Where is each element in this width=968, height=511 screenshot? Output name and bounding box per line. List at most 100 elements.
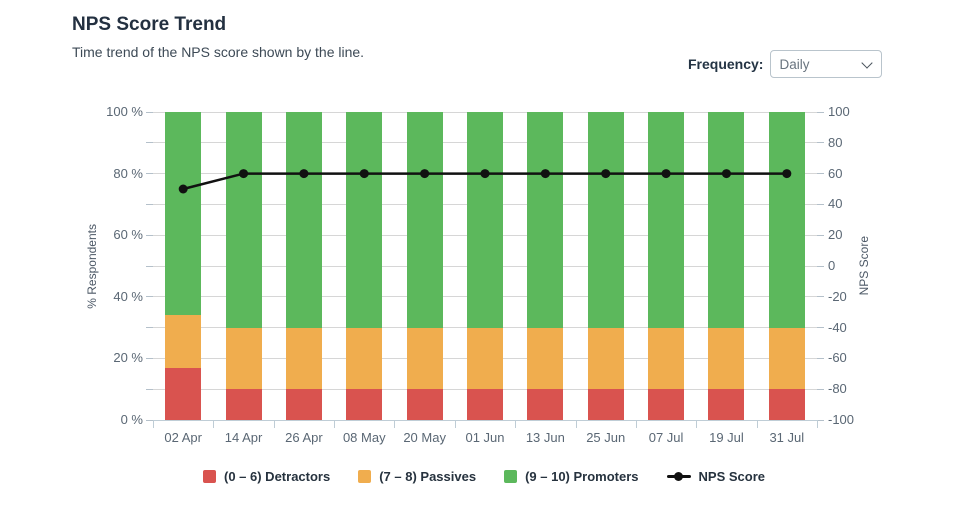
promoters-swatch-icon [504,470,518,483]
right-axis-tick [817,357,824,359]
x-axis-tick [454,420,456,428]
bar-segment-promoters [346,112,383,328]
x-axis-line [153,420,817,421]
bar-segment-detractors [285,389,322,420]
y-axis-tick-label-right: 80 [828,134,843,150]
y-axis-tick-label: 100 % [106,104,143,119]
bar-segment-promoters [406,112,443,328]
x-axis-label: 07 Jul [648,430,684,445]
bar-segment-detractors [708,389,745,420]
bar-segment-passives [285,327,322,390]
x-axis-tick [213,420,215,428]
bar-segment-detractors [648,389,685,420]
y-axis-tick-label-right: -100 [828,412,855,427]
page-title: NPS Score Trend [72,14,227,35]
right-axis-tick [817,203,824,205]
left-axis-tick [146,419,153,421]
x-axis-tick [394,420,396,428]
y-axis-tick-label: 40 % [113,288,143,304]
bar-segment-promoters [225,112,262,328]
bar-segment-promoters [285,112,322,328]
left-axis-tick [146,173,153,175]
y-axis-tick-label-right: 40 [828,196,843,212]
right-axis-tick [817,111,824,113]
x-axis-label: 13 Jun [525,430,565,445]
left-axis-tick [146,388,153,390]
x-axis-label: 26 Apr [285,430,323,445]
frequency-select[interactable]: Daily [770,50,883,78]
y-axis-tick-label: 20 % [113,350,143,366]
right-axis-tick [817,173,824,175]
left-axis-tick [146,327,153,329]
right-axis-tick [817,296,824,298]
legend-item-detractors[interactable]: (0 – 6) Detractors [203,469,330,484]
legend-label: (0 – 6) Detractors [224,469,331,484]
x-axis-tick [273,420,275,428]
right-axis-tick [817,419,824,421]
passives-swatch-icon [358,470,372,483]
x-axis-tick [515,420,517,428]
bar-segment-promoters [165,112,202,316]
x-axis-tick [817,420,818,428]
x-axis-label: 25 Jun [586,430,626,445]
bar-segment-passives [225,327,262,390]
legend-item-nps-score[interactable]: NPS Score [666,469,765,484]
x-axis-tick [153,420,154,428]
left-axis-tick [146,203,153,205]
bar-segment-passives [406,327,443,390]
x-axis-tick [696,420,698,428]
legend-label: (9 – 10) Promoters [525,469,639,484]
bar-segment-detractors [768,389,805,420]
bar-segment-detractors [346,389,383,420]
bar-segment-promoters [587,112,624,328]
x-axis-label: 02 Apr [164,430,202,445]
x-axis-tick [756,420,758,428]
y-axis-tick-label-right: -80 [828,381,847,397]
frequency-label: Frequency: [688,56,764,72]
frequency-select-wrap: Daily [770,50,883,78]
bar-segment-promoters [467,112,503,328]
y-axis-tick-label-right: -40 [828,319,847,335]
left-axis-tick [146,142,153,144]
legend-label: (7 – 8) Passives [379,469,477,484]
x-axis-tick [635,420,637,428]
bar-segment-passives [648,327,685,390]
y-axis-tick-label-right: 60 [828,165,843,181]
y-axis-tick-label-right: -60 [828,350,847,366]
chart-subtitle: Time trend of the NPS score shown by the… [72,44,365,60]
legend-item-passives[interactable]: (7 – 8) Passives [358,469,476,484]
bar-segment-detractors [225,389,262,420]
right-axis-tick [817,265,824,267]
bar-segment-detractors [165,367,202,420]
legend-item-promoters[interactable]: (9 – 10) Promoters [504,469,639,484]
bar-segment-promoters [527,112,564,328]
left-axis-tick [146,357,153,359]
y-axis-tick-label: 0 % [120,412,143,427]
y-axis-tick-label-right: 100 [828,104,850,119]
bar-segment-promoters [708,112,745,328]
detractors-swatch-icon [203,470,216,483]
x-axis-tick [575,420,577,428]
x-axis-label: 20 May [403,430,446,445]
bar-segment-promoters [648,112,685,328]
bar-segment-passives [527,327,564,390]
left-axis-tick [146,265,153,267]
y-axis-tick-label: 80 % [113,165,143,181]
y-axis-tick-label-right: 20 [828,227,843,243]
x-axis-label: 31 Jul [769,430,805,445]
left-axis-tick [146,296,153,298]
x-axis-tick [334,420,336,428]
bar-segment-passives [467,327,503,390]
y-axis-tick-label: 60 % [113,227,143,243]
x-axis-label: 08 May [342,430,386,445]
line-dot-icon [666,470,691,483]
x-axis-label: 14 Apr [224,430,263,445]
bar-segment-passives [708,327,745,390]
y-axis-tick-label-right: 0 [828,258,836,273]
bar-segment-detractors [467,389,503,420]
right-axis-tick [817,327,824,329]
chart-legend: (0 – 6) Detractors (7 – 8) Passives (9 – 1… [0,469,968,484]
bar-segment-detractors [406,389,443,420]
